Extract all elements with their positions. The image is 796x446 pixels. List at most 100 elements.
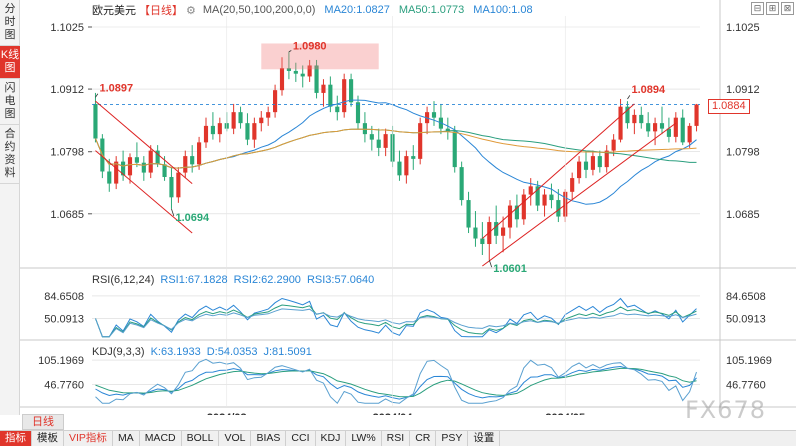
- period-selector[interactable]: 日线: [22, 414, 64, 430]
- tab-vip-indicators[interactable]: VIP指标: [64, 431, 113, 446]
- tab-cci[interactable]: CCI: [286, 431, 316, 446]
- tab-ma[interactable]: MA: [113, 431, 140, 446]
- rsi-tick-label-right: 84.6508: [726, 291, 766, 303]
- candle-body: [266, 112, 271, 118]
- rsi-line: [95, 304, 697, 338]
- candle-body: [217, 123, 222, 135]
- candle-body: [314, 65, 319, 93]
- date-tick-label: 2024/04: [373, 412, 414, 415]
- tab-psy[interactable]: PSY: [436, 431, 469, 446]
- price-tick-label-left: 1.1025: [50, 22, 84, 34]
- candle-body: [618, 106, 623, 140]
- annotation-leader: [171, 208, 175, 217]
- candle-body: [687, 125, 692, 143]
- annotation-leader: [288, 50, 292, 53]
- candle-body: [210, 125, 215, 135]
- candle-body: [590, 156, 595, 170]
- candle-body: [252, 123, 257, 140]
- candle-body: [190, 156, 195, 165]
- minimize-icon[interactable]: ⊟: [751, 2, 764, 15]
- candle-body: [231, 112, 236, 129]
- ma100-value: MA100:1.08: [473, 4, 533, 16]
- tab-rsi[interactable]: RSI: [382, 431, 411, 446]
- kdj-line: [95, 367, 697, 398]
- ma100-line: [95, 128, 697, 169]
- price-tick-label-right: 1.0912: [726, 84, 760, 96]
- tab-lightning[interactable]: 闪电图: [0, 79, 20, 125]
- kdj-line: [95, 358, 697, 404]
- price-tick-label-right: 1.0685: [726, 209, 760, 221]
- candle-body: [148, 150, 153, 173]
- kdj-d-value: D:54.0353: [206, 346, 258, 358]
- candle-body: [521, 194, 526, 220]
- date-tick-label: 2024/05: [545, 412, 585, 415]
- candle-body: [611, 139, 616, 151]
- trendline: [95, 150, 193, 234]
- tab-indicators[interactable]: 指标: [0, 431, 32, 446]
- tab-lw[interactable]: LW%: [346, 431, 382, 446]
- candle-body: [452, 131, 457, 168]
- maximize-icon[interactable]: ⊞: [766, 2, 779, 15]
- tab-vol[interactable]: VOL: [219, 431, 252, 446]
- annotation-leader: [627, 95, 631, 100]
- ma-params-label: MA(20,50,100,200,0,0): [202, 4, 316, 16]
- tab-timeshare[interactable]: 分时图: [0, 0, 20, 46]
- period-label[interactable]: 【日线】: [139, 5, 183, 17]
- candle-body: [673, 117, 678, 137]
- tab-cr[interactable]: CR: [410, 431, 437, 446]
- tab-kdj[interactable]: KDJ: [316, 431, 347, 446]
- chart-area[interactable]: 1.1025 1.1025 1.0912 1.0912 1.0798 1.0798 1.06…: [20, 0, 796, 424]
- candle-body: [321, 84, 326, 93]
- kdj-params-label: KDJ(9,3,3): [92, 346, 145, 358]
- rsi-params-label: RSI(6,12,24): [92, 274, 155, 286]
- price-tick-label-left: 1.0912: [50, 84, 84, 96]
- candle-body: [259, 117, 264, 124]
- candle-body: [507, 205, 513, 228]
- candle-body: [127, 157, 133, 176]
- kdj-legend: KDJ(9,3,3) K:63.1933 D:54.0353 J:81.5091: [92, 346, 312, 358]
- candle-body: [176, 172, 181, 198]
- main-legend: 欧元美元 【日线】 ⚙ MA(20,50,100,200,0,0) MA20:1…: [92, 3, 533, 17]
- candle-body: [273, 90, 278, 113]
- watermark: FX678: [684, 396, 766, 424]
- annotation-high-3: 1.0894: [631, 84, 666, 96]
- rsi3-value: RSI3:57.0640: [306, 274, 375, 286]
- tab-bias[interactable]: BIAS: [251, 431, 287, 446]
- rsi2-value: RSI2:62.2900: [233, 274, 301, 286]
- rsi-tick-label-right: 50.0913: [726, 313, 766, 325]
- current-price-tag: 1.0884: [708, 99, 750, 114]
- candle-body: [501, 227, 506, 236]
- candle-body: [369, 134, 374, 140]
- candle-body: [646, 123, 651, 132]
- annotation-low-1: 1.0694: [175, 212, 210, 224]
- rsi-line: [95, 297, 697, 338]
- annotation-high-2: 1.0897: [99, 82, 133, 94]
- price-tick-label-left: 1.0685: [50, 209, 84, 221]
- candle-body: [162, 164, 167, 177]
- candle-body: [355, 102, 361, 124]
- candle-body: [418, 123, 423, 159]
- candle-body: [604, 150, 609, 168]
- tab-settings[interactable]: 设置: [468, 431, 501, 446]
- tab-template[interactable]: 模板: [32, 431, 64, 446]
- tab-kline[interactable]: K线图: [0, 46, 20, 79]
- candle-body: [411, 156, 416, 159]
- ma20-value: MA20:1.0827: [324, 4, 390, 16]
- rsi1-value: RSI1:67.1828: [160, 274, 228, 286]
- kdj-tick-label-right: 46.7760: [726, 379, 766, 391]
- trendline: [95, 100, 193, 184]
- kdj-j-value: J:81.5091: [263, 346, 312, 358]
- candle-body: [528, 186, 533, 195]
- tab-macd[interactable]: MACD: [140, 431, 182, 446]
- trendline: [482, 122, 677, 267]
- tab-boll[interactable]: BOLL: [182, 431, 220, 446]
- candle-body: [666, 128, 671, 137]
- gear-icon[interactable]: ⚙: [186, 4, 196, 17]
- tab-contract-info[interactable]: 合约资料: [0, 125, 20, 184]
- price-tick-label-right: 1.1025: [726, 22, 760, 34]
- close-icon[interactable]: ⊠: [781, 2, 794, 15]
- candle-body: [293, 70, 298, 74]
- annotation-leader: [488, 259, 493, 268]
- chart-canvas[interactable]: 1.1025 1.1025 1.0912 1.0912 1.0798 1.0798 1.06…: [20, 0, 796, 424]
- rsi-tick-label-left: 50.0913: [44, 313, 84, 325]
